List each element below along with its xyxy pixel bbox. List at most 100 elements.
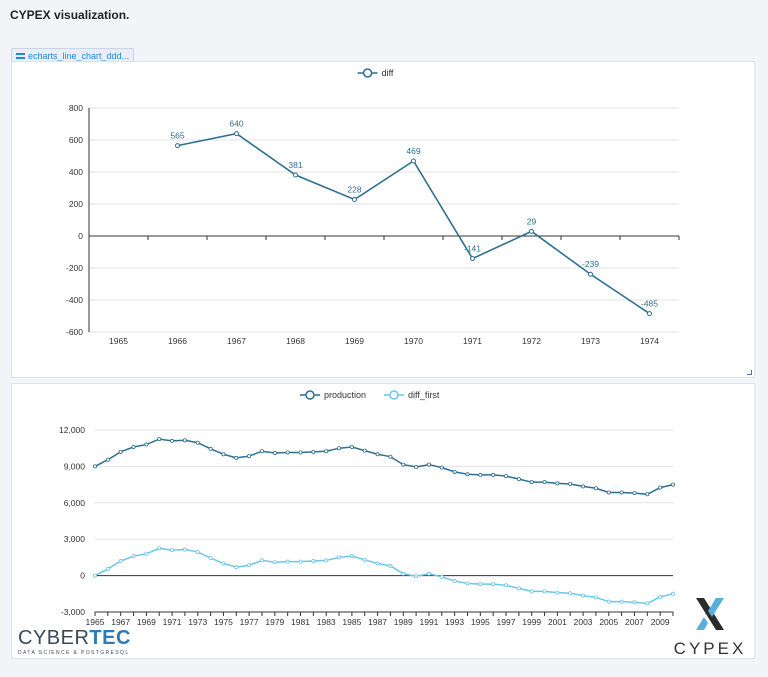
- data-point: [452, 469, 457, 474]
- chart-tab[interactable]: echarts_line_chart_ddd...: [11, 48, 135, 62]
- data-point: [324, 558, 329, 563]
- data-point: [93, 464, 98, 469]
- data-point: [349, 444, 354, 449]
- data-point: [555, 590, 560, 595]
- data-point: [221, 561, 226, 566]
- data-point: [298, 450, 303, 455]
- data-point: [588, 271, 593, 277]
- data-point: [401, 462, 406, 467]
- data-point: [478, 582, 483, 587]
- data-point: [581, 484, 586, 489]
- y-tick-label: 600: [69, 135, 83, 145]
- data-point: [606, 490, 611, 495]
- data-point: [658, 594, 663, 599]
- data-point: [647, 311, 652, 317]
- y-tick-label: 800: [69, 103, 83, 113]
- x-tick-label: 1995: [471, 617, 490, 627]
- data-point: [293, 172, 298, 178]
- data-label: 640: [229, 119, 243, 129]
- data-point: [259, 449, 264, 454]
- data-point: [259, 558, 264, 563]
- data-point: [375, 452, 380, 457]
- data-point: [208, 446, 213, 451]
- data-point: [182, 547, 187, 552]
- diff-line-chart: 800 600 400 200 0 -200 -400 -600 1965 1966 1967 196…: [66, 68, 680, 346]
- x-tick-label: 1972: [522, 336, 541, 346]
- data-point: [247, 563, 252, 568]
- data-point: [388, 563, 393, 568]
- data-point: [491, 582, 496, 587]
- data-point: [234, 455, 239, 460]
- chart-tab-label: echarts_line_chart_ddd...: [28, 50, 130, 61]
- y-tick-label: -400: [66, 295, 83, 305]
- x-tick-label: 2009: [651, 617, 670, 627]
- y-tick-label: 6,000: [64, 498, 86, 508]
- legend-marker: [389, 390, 399, 400]
- y-tick-label: 9,000: [64, 461, 86, 471]
- data-label: 228: [347, 185, 361, 195]
- x-tick-label: 1971: [163, 617, 182, 627]
- data-point: [568, 481, 573, 486]
- data-point: [619, 599, 624, 604]
- cybertec-logo-prefix: CYBER: [18, 627, 90, 649]
- x-tick-label: 1991: [419, 617, 438, 627]
- x-tick-label: 1971: [463, 336, 482, 346]
- y-tick-label: -600: [66, 327, 83, 337]
- data-point: [593, 595, 598, 600]
- cypex-wordmark: CYPEX: [673, 639, 747, 658]
- data-point: [170, 438, 175, 443]
- data-point: [478, 472, 483, 477]
- x-tick-label: 1987: [368, 617, 387, 627]
- x-tick-label: 2001: [548, 617, 567, 627]
- data-point: [491, 472, 496, 477]
- data-point: [401, 571, 406, 576]
- data-point: [337, 555, 342, 560]
- data-point: [645, 492, 650, 497]
- x-tick-label: 1968: [286, 336, 305, 346]
- data-point: [272, 451, 277, 456]
- chart-panel-bottom: 12,000 9,000 6,000 3,000 0 -3,000 1965 1967 1969…: [11, 383, 755, 659]
- page-title: CYPEX visualization.: [10, 8, 130, 22]
- data-point: [157, 437, 162, 442]
- data-point: [542, 480, 547, 485]
- menu-icon[interactable]: [16, 52, 25, 59]
- data-point: [542, 589, 547, 594]
- x-tick-label: 1973: [188, 617, 207, 627]
- data-point: [337, 446, 342, 451]
- data-point: [105, 566, 110, 571]
- x-tick-label: 1965: [109, 336, 128, 346]
- data-point: [272, 560, 277, 565]
- data-point: [144, 551, 149, 556]
- data-point: [555, 481, 560, 486]
- data-point: [144, 442, 149, 447]
- data-point: [352, 197, 357, 203]
- data-point: [362, 448, 367, 453]
- data-point: [349, 554, 354, 559]
- cybertec-tagline: DATA SCIENCE & POSTGRESQL: [18, 650, 130, 656]
- data-label: 565: [170, 131, 184, 141]
- x-tick-label: 1977: [240, 617, 259, 627]
- resize-handle[interactable]: [747, 370, 752, 375]
- data-point: [671, 482, 676, 487]
- x-tick-label: 1975: [214, 617, 233, 627]
- data-label: -141: [464, 244, 481, 254]
- x-tick-label: 2007: [625, 617, 644, 627]
- data-point: [439, 465, 444, 470]
- data-point: [632, 491, 637, 496]
- data-point: [465, 472, 470, 477]
- data-point: [529, 228, 534, 234]
- data-point: [182, 438, 187, 443]
- data-point: [671, 591, 676, 596]
- data-point: [247, 454, 252, 459]
- data-point: [170, 548, 175, 553]
- data-point: [285, 559, 290, 564]
- x-tick-label: 1989: [394, 617, 413, 627]
- x-tick-label: 1997: [497, 617, 516, 627]
- data-point: [568, 591, 573, 596]
- data-point: [93, 573, 98, 578]
- x-tick-label: 1966: [168, 336, 187, 346]
- data-point: [516, 586, 521, 591]
- data-point: [529, 480, 534, 485]
- data-point: [234, 131, 239, 137]
